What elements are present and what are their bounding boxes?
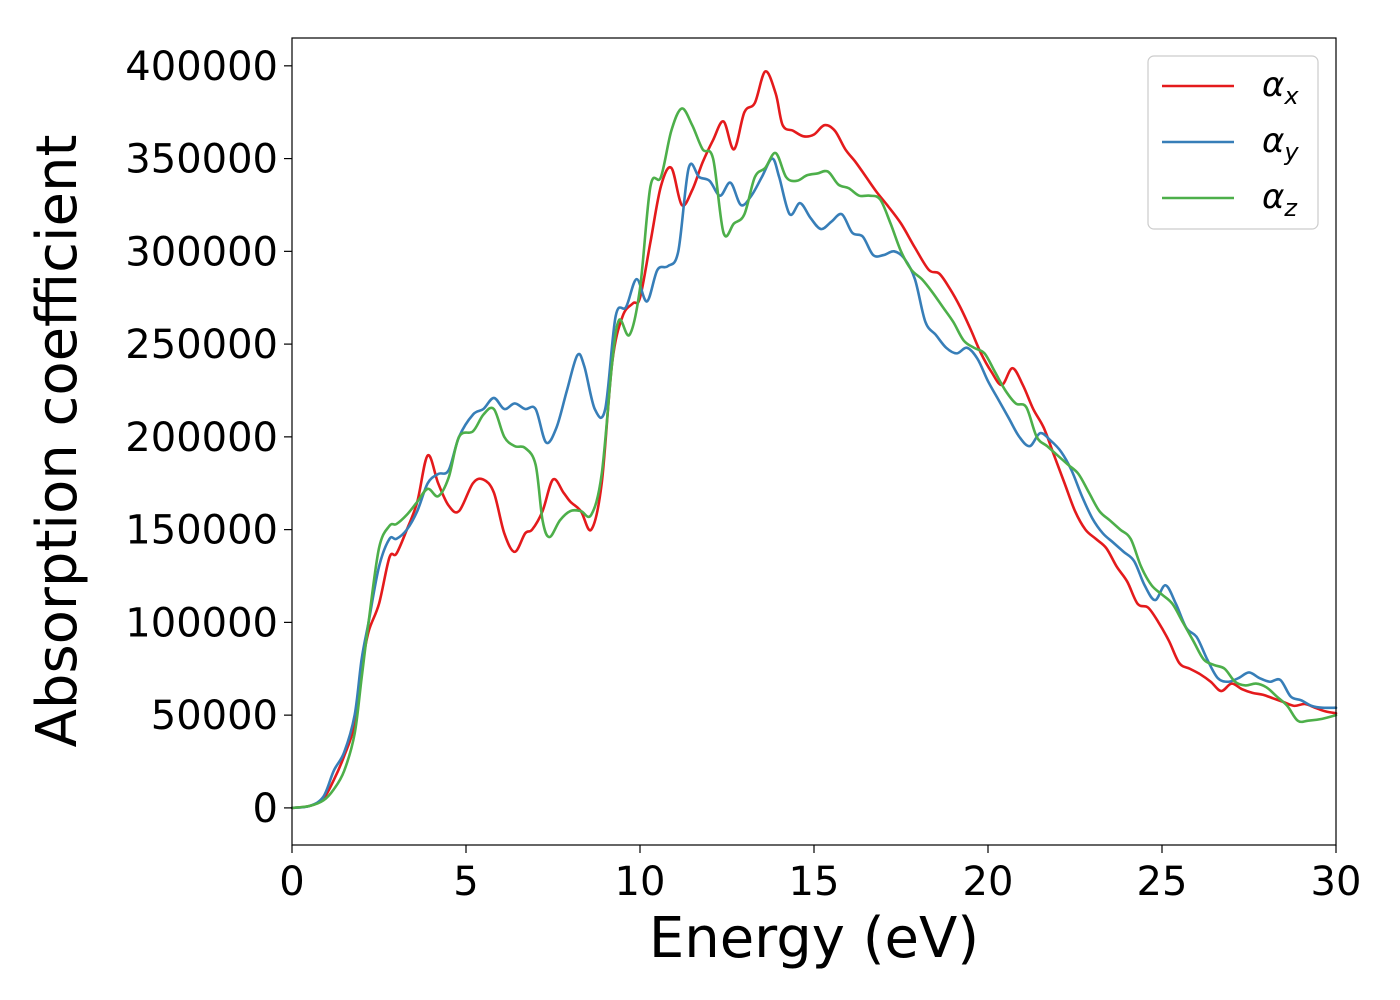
x-axis-title: Energy (eV) <box>649 906 979 971</box>
legend-label-alpha-y: αy <box>1262 121 1299 166</box>
x-tick-label: 20 <box>963 859 1014 905</box>
x-tick-label: 25 <box>1137 859 1188 905</box>
x-tick-label: 15 <box>789 859 840 905</box>
y-tick-label: 300000 <box>125 229 278 275</box>
y-tick-label: 200000 <box>125 415 278 461</box>
y-axis-title: Absorption coefficient <box>25 135 90 748</box>
y-tick-label: 150000 <box>125 508 278 554</box>
series-line-alpha-z <box>290 107 1338 810</box>
y-tick-label: 250000 <box>125 322 278 368</box>
x-tick-label: 0 <box>279 859 304 905</box>
y-tick-label: 50000 <box>151 693 278 739</box>
y-tick-label: 0 <box>253 786 278 832</box>
y-tick-label: 100000 <box>125 600 278 646</box>
x-tick-label: 5 <box>453 859 478 905</box>
y-tick-label: 400000 <box>125 44 278 90</box>
series-line-alpha-y <box>290 157 1338 810</box>
x-tick-label: 30 <box>1311 859 1362 905</box>
axis-ticks: 0 5 10 15 20 25 30 0 50000 100000 150000 200000 2500… <box>125 44 1361 905</box>
series-lines <box>290 70 1338 810</box>
y-tick-label: 350000 <box>125 137 278 183</box>
series-line-alpha-x <box>290 70 1338 810</box>
x-tick-label: 10 <box>615 859 666 905</box>
